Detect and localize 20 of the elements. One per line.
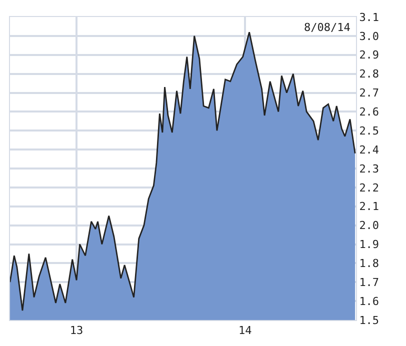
y-tick-label: 1.8 [359,257,380,270]
y-tick-label: 2.7 [359,86,380,100]
y-tick-label: 2.6 [359,106,380,119]
y-tick-label: 2.9 [359,48,380,62]
y-tick-label: 2.4 [359,143,380,156]
y-tick-label: 3.0 [359,30,380,43]
y-tick-label: 1.6 [359,294,380,308]
y-tick-label: 2.5 [359,124,380,138]
y-tick-label: 1.5 [359,314,380,327]
y-tick-label: 2.0 [359,219,380,232]
annotation: 8/08/14 [304,21,351,34]
y-tick-label: 2.8 [359,68,380,81]
y-tick-label: 1.7 [359,276,380,289]
x-tick-label: 14 [238,324,252,338]
x-tick-label: 13 [70,324,84,338]
y-tick-label: 2.1 [359,200,380,214]
y-tick-label: 2.2 [359,181,380,194]
y-tick-label: 1.9 [359,238,380,252]
y-tick-label: 2.3 [359,162,380,176]
y-tick-label: 3.1 [359,10,380,24]
